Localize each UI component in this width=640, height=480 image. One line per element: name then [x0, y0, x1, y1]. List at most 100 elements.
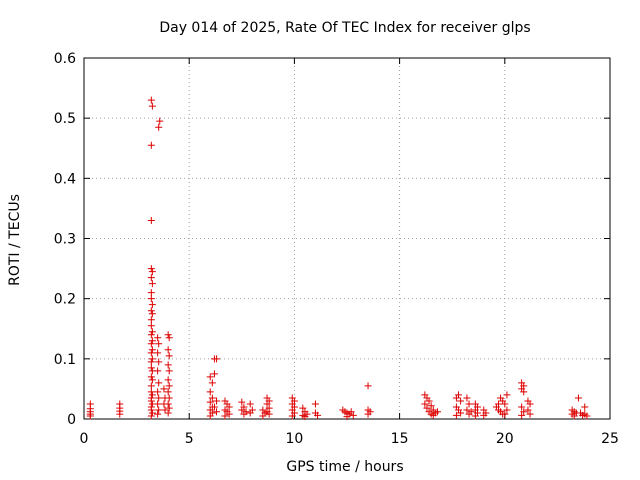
y-tick-label: 0: [67, 412, 76, 428]
data-point: [457, 409, 465, 417]
data-point: [148, 355, 156, 363]
data-point: [147, 340, 155, 348]
data-point: [148, 310, 156, 318]
data-point: [503, 406, 511, 414]
data-point: [147, 96, 155, 104]
data-point: [210, 370, 218, 378]
data-point: [225, 403, 233, 411]
data-point: [164, 331, 172, 339]
data-point: [165, 394, 173, 402]
x-tick-label: 15: [391, 431, 409, 447]
data-point: [148, 391, 156, 399]
data-point: [259, 412, 267, 420]
data-point: [263, 400, 271, 408]
x-tick-label: 0: [80, 431, 89, 447]
data-point: [314, 411, 322, 419]
data-point: [147, 364, 155, 372]
data-point: [147, 295, 155, 303]
data-point: [364, 382, 372, 390]
data-point: [429, 411, 437, 419]
data-point: [213, 355, 221, 363]
data-point: [238, 406, 246, 414]
data-point: [147, 382, 155, 390]
data-point: [518, 411, 526, 419]
data-point: [503, 391, 511, 399]
data-point: [210, 403, 218, 411]
data-point: [155, 379, 163, 387]
data-point: [148, 268, 156, 276]
data-point: [116, 410, 124, 418]
data-point: [155, 358, 163, 366]
data-point: [148, 102, 156, 110]
data-point: [246, 409, 254, 417]
data-point: [148, 337, 156, 345]
data-point: [455, 391, 463, 399]
data-point: [154, 334, 162, 342]
data-point: [494, 400, 502, 408]
data-point: [425, 397, 433, 405]
data-point: [165, 334, 173, 342]
data-point: [240, 410, 248, 418]
data-point: [246, 400, 254, 408]
data-point: [213, 397, 221, 405]
data-point: [147, 316, 155, 324]
data-point: [501, 410, 509, 418]
data-points: [86, 96, 591, 421]
data-point: [238, 398, 246, 406]
data-point: [147, 406, 155, 414]
data-point: [148, 376, 156, 384]
data-point: [520, 408, 528, 416]
data-point: [147, 265, 155, 273]
y-tick-label: 0.1: [54, 352, 76, 368]
data-point: [154, 367, 162, 375]
data-point: [347, 408, 355, 416]
data-point: [421, 400, 429, 408]
data-point: [206, 388, 214, 396]
data-point: [526, 400, 534, 408]
data-point: [147, 373, 155, 381]
plot-frame: [83, 57, 611, 420]
data-point: [423, 404, 431, 412]
data-point: [433, 408, 441, 416]
data-point: [206, 412, 214, 420]
y-tick-label: 0.2: [54, 292, 76, 308]
data-point: [465, 400, 473, 408]
data-point: [452, 411, 460, 419]
data-point: [161, 406, 169, 414]
data-point: [349, 411, 357, 419]
data-point: [147, 307, 155, 315]
data-point: [165, 382, 173, 390]
data-point: [147, 322, 155, 330]
data-point: [148, 346, 156, 354]
data-point: [520, 388, 528, 396]
data-point: [155, 406, 163, 414]
data-point: [147, 274, 155, 282]
data-point: [311, 400, 319, 408]
chart-title: Day 014 of 2025, Rate Of TEC Index for r…: [159, 20, 530, 36]
data-point: [208, 394, 216, 402]
data-point: [148, 280, 156, 288]
data-point: [147, 358, 155, 366]
data-point: [147, 216, 155, 224]
data-point: [471, 412, 479, 420]
data-point: [147, 289, 155, 297]
data-point: [147, 412, 155, 420]
data-point: [148, 409, 156, 417]
data-point: [164, 388, 172, 396]
data-point: [206, 373, 214, 381]
data-point: [206, 398, 214, 406]
data-point: [343, 413, 351, 421]
data-point: [574, 394, 582, 402]
data-point: [148, 301, 156, 309]
x-tick-label: 25: [601, 431, 619, 447]
data-point: [501, 400, 509, 408]
data-point: [299, 404, 307, 412]
data-point: [147, 397, 155, 405]
data-point: [165, 352, 173, 360]
x-axis-label: GPS time / hours: [286, 459, 403, 475]
data-point: [156, 117, 164, 125]
data-point: [147, 141, 155, 149]
data-point: [165, 404, 173, 412]
data-point: [154, 388, 162, 396]
